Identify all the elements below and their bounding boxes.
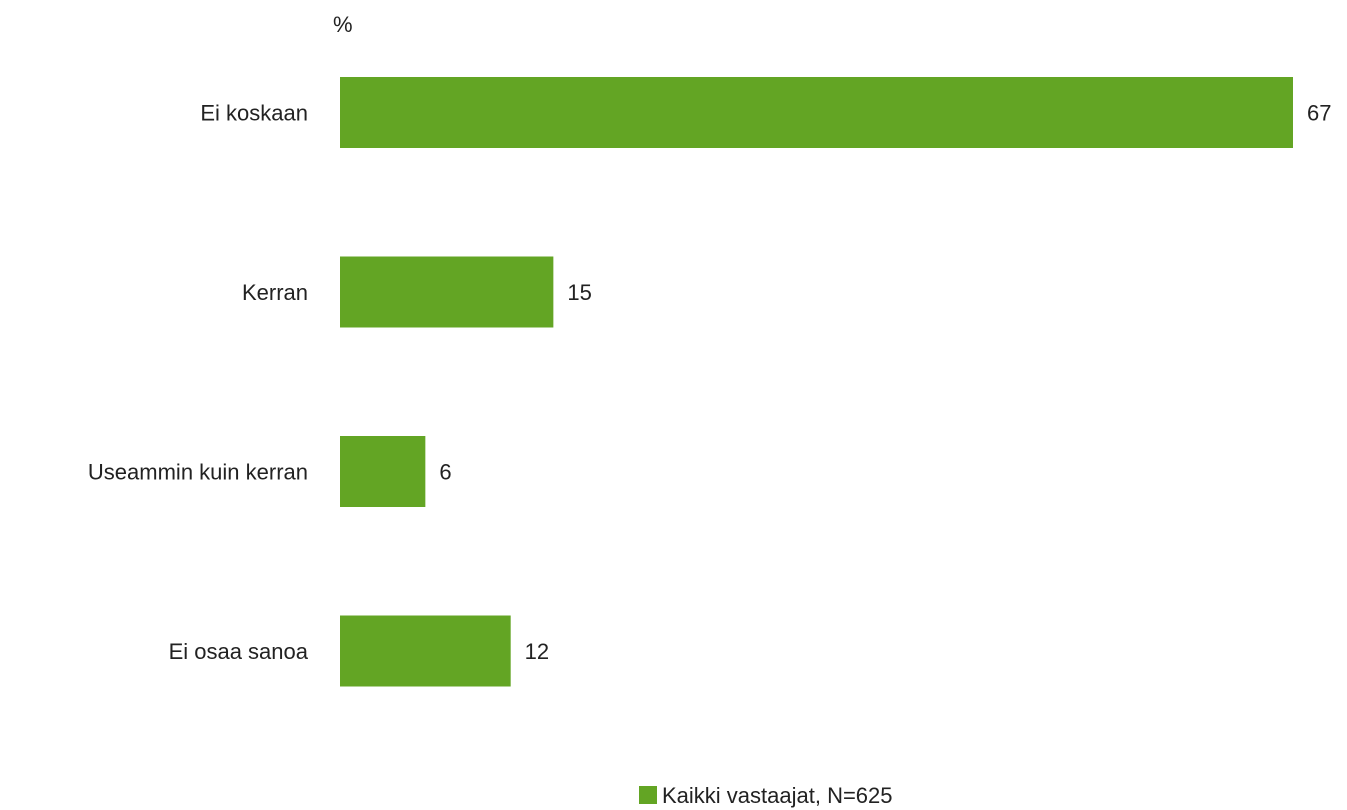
legend-label: Kaikki vastaajat, N=625: [662, 783, 893, 808]
bar-3: [340, 436, 426, 507]
bar-2: [340, 256, 554, 328]
category-label-1: Ei koskaan: [200, 101, 308, 126]
value-label-2: 15: [567, 280, 591, 305]
category-label-4: Ei osaa sanoa: [169, 639, 309, 664]
category-label-2: Kerran: [242, 280, 308, 305]
legend-swatch-icon: [639, 786, 657, 804]
bar-4: [340, 615, 511, 687]
bars-layer: Ei koskaan 67 Kerran 15 Useammin kuin kerran…: [88, 77, 1331, 687]
bar-1: [340, 77, 1293, 148]
legend: Kaikki vastaajat, N=625: [639, 783, 893, 808]
unit-label: %: [333, 12, 353, 37]
value-label-3: 6: [439, 460, 451, 485]
category-label-3: Useammin kuin kerran: [88, 460, 308, 485]
value-label-4: 12: [525, 639, 549, 664]
value-label-1: 67: [1307, 101, 1331, 126]
